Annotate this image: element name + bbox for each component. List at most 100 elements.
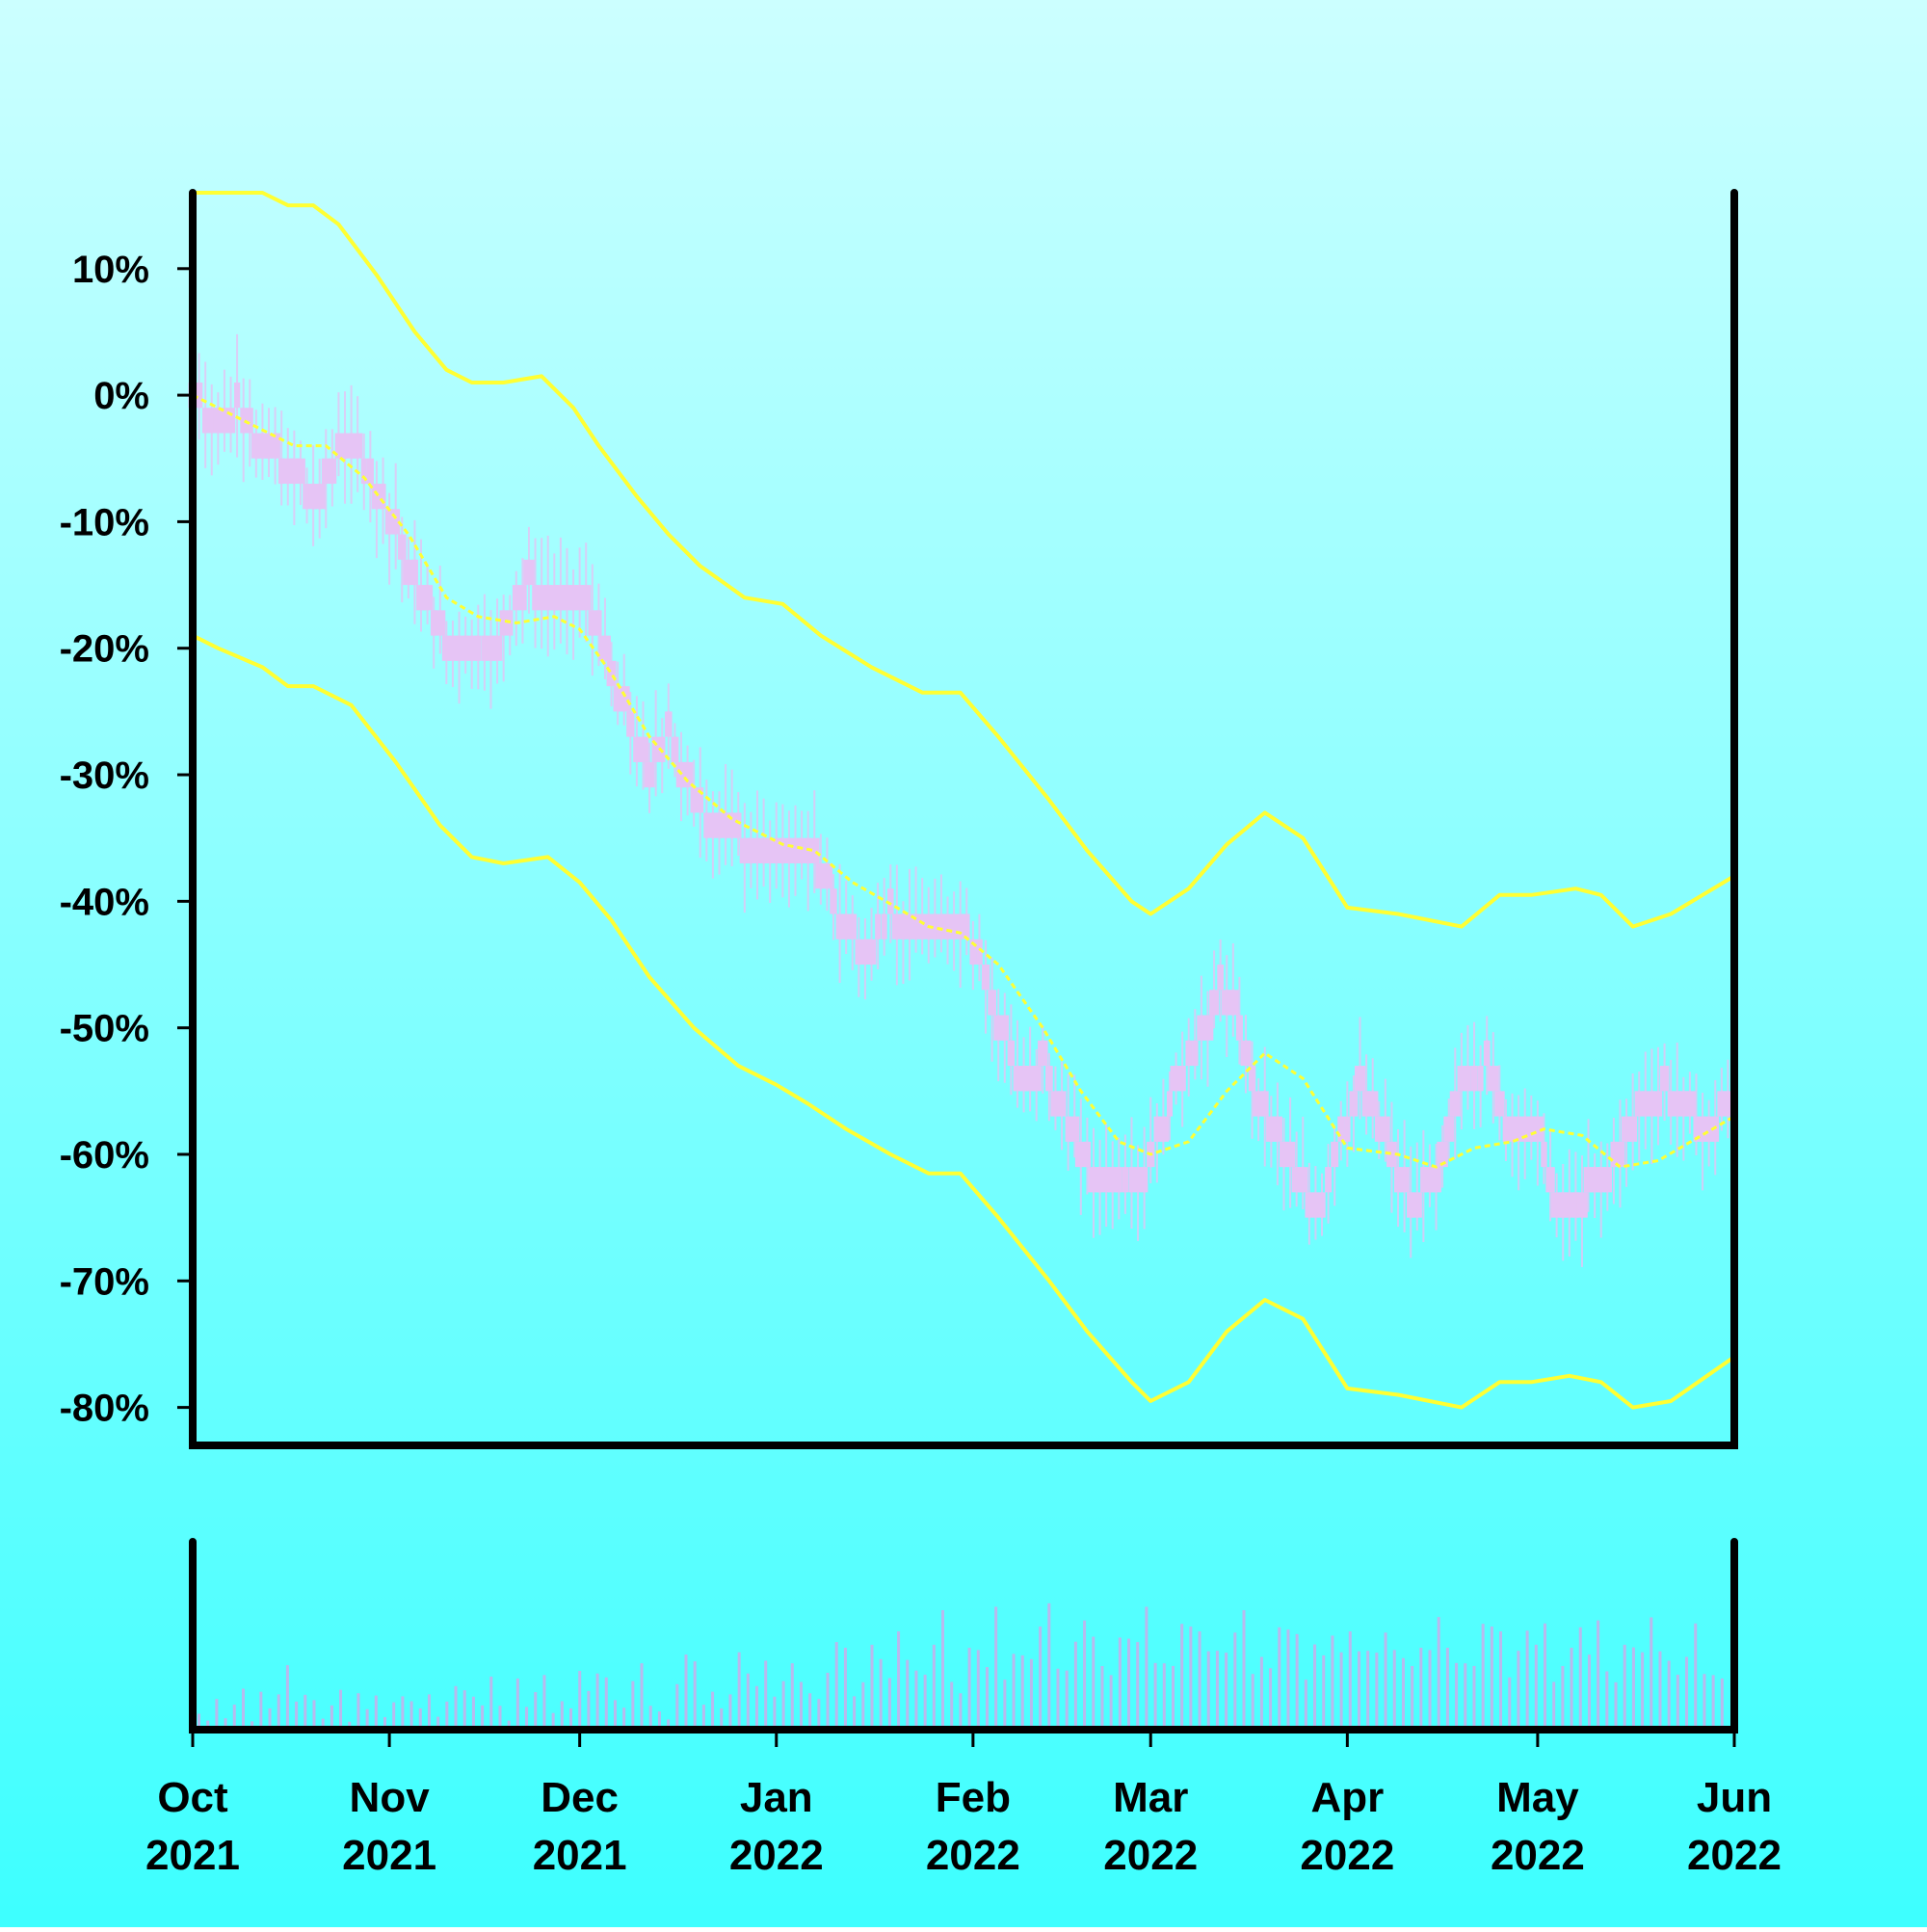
price-bar (1157, 1116, 1170, 1142)
price-bar (1083, 1141, 1092, 1168)
price-bar (1013, 1066, 1022, 1092)
price-bar (486, 635, 496, 661)
price-bar (1050, 1091, 1061, 1117)
price-bar (491, 635, 503, 661)
volume-bar (1472, 1665, 1476, 1730)
price-bar (1038, 1040, 1048, 1067)
price-bar (1074, 1141, 1087, 1168)
price-bar (929, 913, 941, 940)
volume-bar (569, 1707, 573, 1730)
volume-bar (1481, 1624, 1485, 1730)
price-bar (555, 585, 567, 611)
volume-bar (498, 1706, 502, 1730)
price-bar (1488, 1066, 1499, 1092)
volume-bar (1304, 1680, 1307, 1730)
price-bar (1550, 1192, 1563, 1218)
price-bar (1558, 1192, 1568, 1218)
price-bar (532, 585, 539, 611)
volume-bar (489, 1676, 493, 1730)
volume-bar (1003, 1680, 1007, 1730)
price-bar (1107, 1167, 1118, 1193)
volume-bar (711, 1691, 715, 1730)
y-tick-label: 10% (72, 249, 149, 291)
volume-bar (1083, 1620, 1087, 1730)
price-bar (201, 408, 209, 434)
y-axis-ticks: 10% 0% -10% -20% -30% -40% -50% -60% -70% -80% (60, 249, 193, 1430)
volume-bar (746, 1673, 750, 1730)
volume-bar (481, 1705, 485, 1730)
volume-bar (462, 1690, 466, 1730)
price-bar (891, 913, 902, 940)
price-bar (1621, 1116, 1632, 1142)
volume-bar (383, 1717, 387, 1730)
volume-bar (906, 1659, 910, 1730)
volume-bar (542, 1675, 546, 1730)
price-bar (765, 837, 775, 863)
volume-bar (1339, 1652, 1343, 1730)
volume-bar (853, 1696, 857, 1730)
price-bar (1134, 1167, 1142, 1193)
x-tick-label-year: 2022 (729, 1832, 824, 1879)
price-bar (1297, 1167, 1308, 1193)
price-bar (1615, 1141, 1625, 1168)
volume-bar (251, 1721, 254, 1730)
volume-bar (790, 1663, 794, 1730)
price-bar (1311, 1192, 1319, 1218)
volume-bar (1056, 1668, 1060, 1730)
volume-bar (365, 1708, 369, 1730)
volume-bar (657, 1711, 661, 1730)
price-bar (410, 559, 418, 586)
volume-bar (985, 1667, 989, 1730)
price-bar (747, 837, 755, 863)
volume-bar (304, 1694, 307, 1730)
price-bar (1045, 1066, 1053, 1092)
price-bar (1305, 1192, 1314, 1218)
volume-bar (1597, 1620, 1600, 1730)
price-bar (303, 484, 311, 510)
volume-bar (1650, 1617, 1653, 1730)
price-bar (956, 913, 965, 940)
volume-bar (1073, 1641, 1077, 1730)
price-bar (830, 888, 837, 914)
volume-bar (1215, 1651, 1219, 1730)
volume-bar (1508, 1677, 1512, 1730)
volume-bar (321, 1718, 325, 1730)
price-bar (797, 837, 806, 863)
volume-bar (887, 1678, 891, 1730)
volume-bar (613, 1700, 617, 1730)
main-frame (189, 189, 1738, 1449)
price-bar (779, 837, 787, 863)
volume-bar (720, 1707, 724, 1730)
price-bar (543, 585, 553, 611)
price-bar (993, 1015, 1004, 1041)
volume-bar (1225, 1653, 1228, 1730)
price-bar (1272, 1116, 1283, 1142)
volume-bar (781, 1681, 785, 1730)
volume-bar (560, 1701, 564, 1730)
price-bar (462, 635, 469, 661)
price-bar (455, 635, 463, 661)
price-bar (911, 913, 921, 940)
volume-bar (1039, 1626, 1043, 1730)
volume-bar (392, 1702, 396, 1730)
volume-bar (1118, 1637, 1122, 1730)
volume-bar (1295, 1633, 1299, 1730)
price-bar (703, 812, 710, 838)
price-bar (264, 433, 274, 459)
volume-bar (817, 1699, 821, 1730)
price-bar (1227, 990, 1239, 1016)
volume-bar (728, 1694, 732, 1730)
price-bar (1344, 1116, 1351, 1142)
price-bar (1723, 1091, 1733, 1117)
price-bar (1069, 1116, 1080, 1142)
price-bar (821, 862, 833, 889)
x-tick-label-year: 2022 (1300, 1832, 1394, 1879)
price-bar (474, 635, 482, 661)
price-bar (352, 433, 363, 459)
price-bar (633, 736, 641, 762)
volume-bar (1490, 1626, 1493, 1730)
price-bar (809, 837, 820, 863)
price-bar (1520, 1116, 1529, 1142)
volume-bar (1525, 1630, 1529, 1730)
